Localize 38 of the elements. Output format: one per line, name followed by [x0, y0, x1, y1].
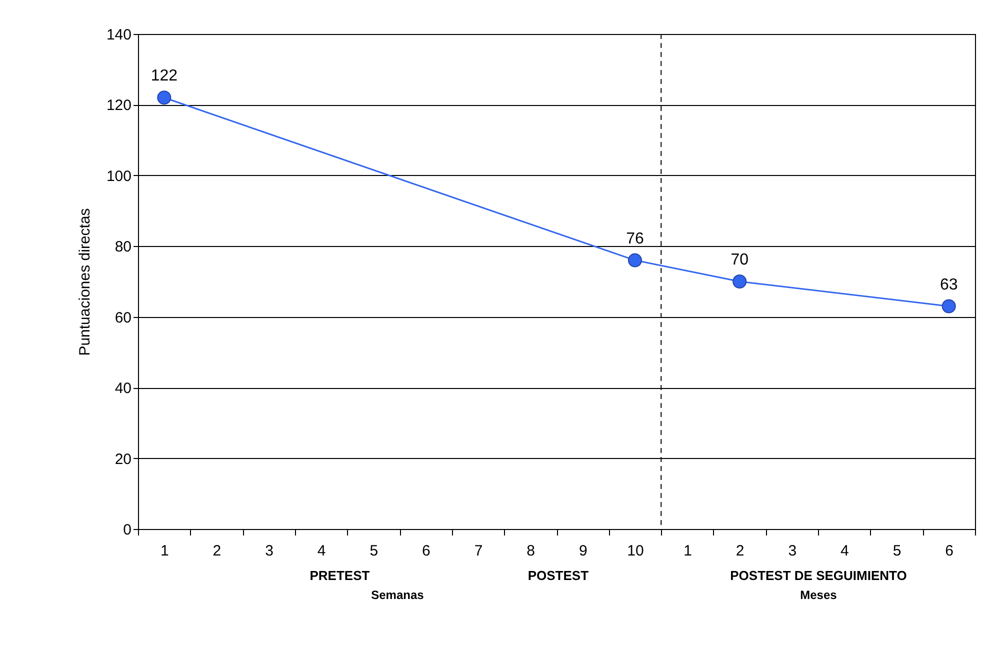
x-tick-label: 7: [474, 542, 483, 560]
text: POSTEST DE SEGUIMIENTO: [730, 568, 907, 583]
y-tick-label: 0: [123, 522, 132, 538]
y-tick-label: 120: [106, 97, 132, 114]
y-tick-label: 60: [114, 309, 132, 326]
y-tick-label: 40: [114, 380, 132, 398]
x-tick-label: 3: [265, 542, 274, 560]
x-tick-label: 2: [212, 542, 222, 560]
x-tick-label: 4: [840, 542, 849, 560]
x-tick-label: 10: [627, 542, 644, 560]
data-label: 122: [150, 68, 178, 85]
x-tick-label: 9: [578, 542, 588, 560]
data-label: 70: [730, 252, 749, 268]
y-axis-title: Puntuaciones directas: [76, 208, 94, 356]
x-tick-label: 6: [422, 542, 430, 560]
y-tick-label: 100: [106, 168, 132, 185]
data-label: 76: [626, 230, 644, 248]
text: PRETEST: [310, 568, 370, 583]
x-tick-label: 5: [370, 542, 378, 560]
text: Meses: [800, 588, 838, 602]
x-tick-label: 8: [526, 542, 536, 560]
y-tick-label: 20: [114, 450, 132, 468]
data-label: 63: [940, 276, 958, 294]
y-tick-label: 80: [114, 238, 132, 256]
text: POSTEST: [528, 568, 589, 583]
x-tick-label: 5: [892, 542, 902, 560]
x-tick-label: 6: [945, 542, 954, 560]
x-tick-label: 1: [160, 542, 169, 560]
text: Semanas: [371, 588, 424, 602]
point: [942, 299, 956, 314]
y-tick-label: 140: [106, 26, 132, 44]
x-tick-label: 1: [684, 542, 692, 560]
point: [732, 274, 747, 289]
point: [628, 253, 642, 268]
x-tick-label: 3: [788, 542, 797, 560]
x-tick-label: 2: [736, 542, 744, 560]
point: [157, 90, 172, 105]
x-tick-label: 4: [317, 542, 326, 560]
